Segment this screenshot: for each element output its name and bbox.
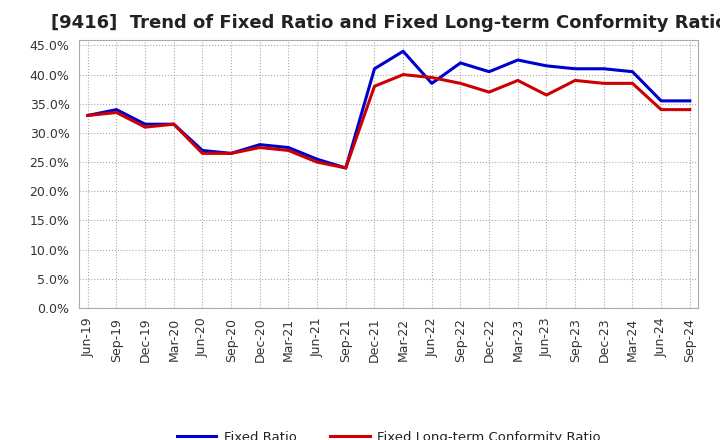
Fixed Ratio: [141, 121, 150, 127]
Fixed Ratio: [485, 69, 493, 74]
Fixed Long-term Conformity Ratio: [456, 81, 465, 86]
Fixed Long-term Conformity Ratio: [169, 121, 178, 127]
Fixed Long-term Conformity Ratio: [312, 159, 321, 165]
Fixed Ratio: [312, 157, 321, 162]
Fixed Long-term Conformity Ratio: [112, 110, 121, 115]
Fixed Ratio: [657, 98, 665, 103]
Fixed Ratio: [456, 60, 465, 66]
Fixed Ratio: [685, 98, 694, 103]
Fixed Long-term Conformity Ratio: [513, 78, 522, 83]
Fixed Ratio: [341, 165, 350, 171]
Title: [9416]  Trend of Fixed Ratio and Fixed Long-term Conformity Ratio: [9416] Trend of Fixed Ratio and Fixed Lo…: [50, 15, 720, 33]
Fixed Ratio: [428, 81, 436, 86]
Fixed Ratio: [370, 66, 379, 71]
Fixed Long-term Conformity Ratio: [256, 145, 264, 150]
Fixed Long-term Conformity Ratio: [685, 107, 694, 112]
Fixed Ratio: [84, 113, 92, 118]
Fixed Ratio: [198, 148, 207, 153]
Fixed Long-term Conformity Ratio: [485, 89, 493, 95]
Fixed Ratio: [628, 69, 636, 74]
Fixed Long-term Conformity Ratio: [198, 151, 207, 156]
Fixed Ratio: [227, 151, 235, 156]
Fixed Ratio: [169, 121, 178, 127]
Fixed Long-term Conformity Ratio: [399, 72, 408, 77]
Fixed Ratio: [112, 107, 121, 112]
Fixed Long-term Conformity Ratio: [657, 107, 665, 112]
Fixed Long-term Conformity Ratio: [341, 165, 350, 171]
Fixed Long-term Conformity Ratio: [84, 113, 92, 118]
Fixed Ratio: [571, 66, 580, 71]
Fixed Ratio: [542, 63, 551, 69]
Fixed Long-term Conformity Ratio: [600, 81, 608, 86]
Legend: Fixed Ratio, Fixed Long-term Conformity Ratio: Fixed Ratio, Fixed Long-term Conformity …: [171, 425, 606, 440]
Fixed Long-term Conformity Ratio: [227, 151, 235, 156]
Fixed Long-term Conformity Ratio: [141, 125, 150, 130]
Line: Fixed Long-term Conformity Ratio: Fixed Long-term Conformity Ratio: [88, 75, 690, 168]
Fixed Long-term Conformity Ratio: [628, 81, 636, 86]
Line: Fixed Ratio: Fixed Ratio: [88, 51, 690, 168]
Fixed Long-term Conformity Ratio: [284, 148, 293, 153]
Fixed Ratio: [600, 66, 608, 71]
Fixed Ratio: [513, 57, 522, 62]
Fixed Ratio: [256, 142, 264, 147]
Fixed Ratio: [284, 145, 293, 150]
Fixed Long-term Conformity Ratio: [370, 84, 379, 89]
Fixed Ratio: [399, 49, 408, 54]
Fixed Long-term Conformity Ratio: [542, 92, 551, 98]
Fixed Long-term Conformity Ratio: [428, 75, 436, 80]
Fixed Long-term Conformity Ratio: [571, 78, 580, 83]
